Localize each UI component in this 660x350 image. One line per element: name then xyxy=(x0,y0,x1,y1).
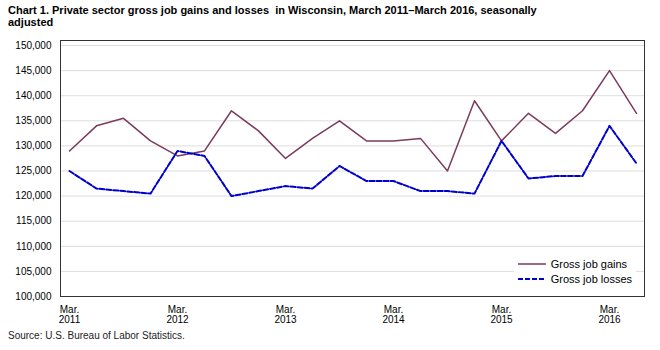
html-text:Source: U.S. Bureau of Labor S: Source: U.S. Bureau of Labor Statistics. xyxy=(8,330,185,341)
html-text:Gross job gains: Gross job gains xyxy=(550,258,628,270)
svg-text:125,000: 125,000 xyxy=(15,165,52,176)
html-text:Chart 1. Private sector gross: Chart 1. Private sector gross job gains … xyxy=(8,4,537,28)
svg-text:Mar.2014: Mar.2014 xyxy=(382,304,405,325)
svg-text:130,000: 130,000 xyxy=(15,140,52,151)
svg-text:135,000: 135,000 xyxy=(15,115,52,126)
svg-text:150,000: 150,000 xyxy=(15,40,52,51)
svg-text:Mar.2016: Mar.2016 xyxy=(598,304,621,325)
svg-text:Mar.2013: Mar.2013 xyxy=(274,304,297,325)
svg-text:115,000: 115,000 xyxy=(16,215,52,226)
svg-text:Mar.2011: Mar.2011 xyxy=(59,304,81,325)
svg-text:120,000: 120,000 xyxy=(15,190,52,201)
html-text:Gross job losses: Gross job losses xyxy=(550,273,632,285)
svg-text:110,000: 110,000 xyxy=(16,241,52,252)
svg-text:Mar.2015: Mar.2015 xyxy=(490,304,513,325)
svg-text:145,000: 145,000 xyxy=(15,65,52,76)
svg-text:105,000: 105,000 xyxy=(15,266,52,277)
svg-text:140,000: 140,000 xyxy=(15,90,52,101)
svg-text:Mar.2012: Mar.2012 xyxy=(166,304,189,325)
svg-text:100,000: 100,000 xyxy=(15,291,52,302)
